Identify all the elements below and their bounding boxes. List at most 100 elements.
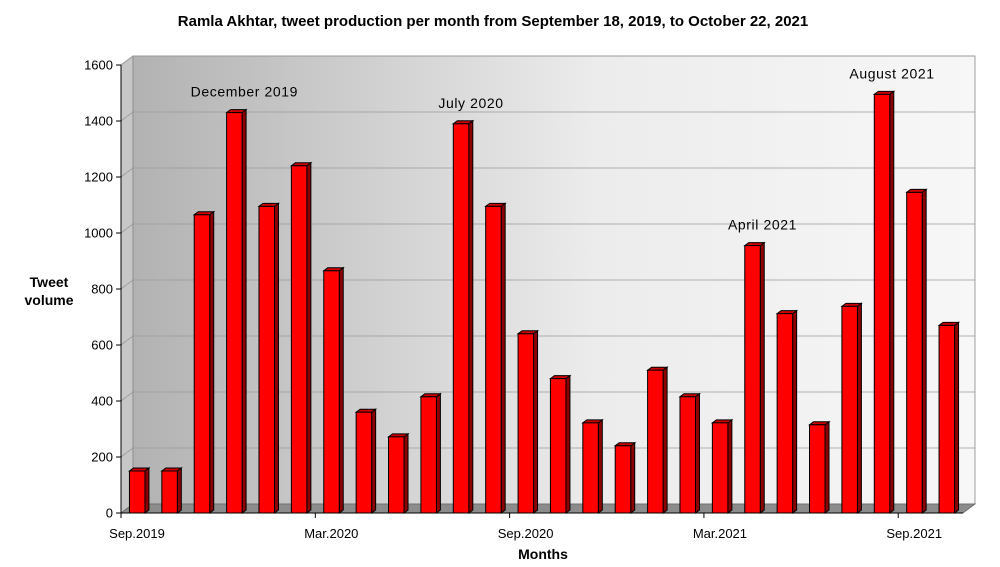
y-tick-label: 600 — [91, 338, 113, 353]
axes: 0 200 400 600 800 1000 1200 1400 1600 Sep.2019 Mar… — [84, 58, 963, 541]
bar-side — [435, 392, 441, 514]
bar-side — [792, 309, 798, 514]
bar-side — [176, 467, 182, 514]
x-tick-label: Sep.2021 — [886, 526, 942, 541]
bar — [322, 266, 345, 514]
bar — [225, 108, 248, 514]
x-tick-label: Sep.2019 — [109, 526, 165, 541]
bar-side — [144, 467, 150, 514]
bar-front — [161, 470, 178, 514]
gridline-side — [120, 279, 134, 290]
gridline-side — [120, 335, 134, 346]
bar — [840, 302, 863, 514]
bar-front — [226, 112, 243, 514]
bar-front — [485, 205, 502, 514]
bar — [678, 392, 701, 514]
bar-side — [759, 241, 765, 514]
bar-side — [889, 90, 895, 514]
bar — [354, 408, 378, 514]
bar-side — [403, 432, 409, 514]
gridline-side — [120, 55, 134, 66]
y-tick-label: 400 — [91, 394, 113, 409]
bar-front — [193, 214, 211, 514]
bar-front — [388, 436, 405, 514]
bar-front — [452, 123, 470, 514]
bar-front — [614, 445, 632, 514]
bar-side — [565, 374, 571, 514]
bar — [484, 202, 507, 514]
y-tick-label: 1400 — [84, 114, 113, 129]
bar — [808, 420, 831, 514]
bar-side — [630, 441, 636, 514]
bar — [548, 374, 572, 514]
bar-front — [355, 411, 373, 514]
bar — [646, 366, 669, 514]
bar-front — [938, 324, 956, 514]
bar-side — [533, 329, 539, 514]
y-tick-label: 0 — [106, 506, 113, 521]
bar-front — [647, 369, 664, 514]
bar-side — [468, 119, 474, 514]
bar-front — [744, 245, 761, 514]
bar — [581, 418, 604, 514]
bar-front — [873, 93, 891, 514]
bar-side — [597, 418, 603, 514]
bar-side — [273, 202, 279, 514]
bar-side — [500, 202, 506, 514]
bar — [710, 418, 734, 514]
annotations: December 2019 July 2020 April 2021 August 2… — [191, 65, 934, 233]
gridline-side — [120, 167, 134, 178]
bar — [387, 432, 410, 514]
bar-front — [290, 165, 308, 514]
x-tick-label: Sep.2020 — [498, 526, 554, 541]
bar-side — [921, 188, 927, 514]
bar — [289, 161, 313, 514]
bar-side — [954, 321, 960, 514]
x-tick-label: Mar.2021 — [693, 526, 747, 541]
bar-front — [776, 313, 794, 514]
bar-front — [582, 422, 599, 514]
x-axis-label: Months — [518, 546, 568, 562]
bar-front — [711, 422, 729, 514]
bar — [419, 392, 442, 514]
gridline-side — [120, 223, 134, 234]
bar — [613, 441, 637, 514]
bar — [775, 309, 799, 514]
bar — [192, 210, 216, 514]
bar — [451, 119, 475, 514]
bar — [257, 202, 280, 514]
bar-side — [338, 266, 344, 514]
bar-front — [258, 205, 275, 514]
annotation-label: July 2020 — [438, 95, 503, 111]
bar — [872, 90, 896, 514]
bar — [127, 467, 151, 514]
gridline-side — [120, 391, 134, 402]
bar-side — [371, 408, 377, 514]
bar — [743, 241, 766, 514]
gridline-side — [120, 111, 134, 122]
bar — [516, 329, 540, 514]
bar-front — [323, 270, 340, 514]
bar-side — [856, 302, 862, 514]
y-axis-label-line-1: Tweet — [30, 274, 69, 290]
bar-side — [306, 161, 312, 514]
y-axis-label-line-2: volume — [24, 292, 73, 308]
bar-side — [727, 418, 733, 514]
annotation-label: August 2021 — [849, 65, 934, 81]
bar-front — [549, 378, 567, 514]
y-tick-label: 1600 — [84, 58, 113, 73]
y-tick-label: 800 — [91, 282, 113, 297]
y-tick-label: 1000 — [84, 226, 113, 241]
bars — [127, 90, 961, 514]
bar-front — [679, 396, 696, 514]
bar — [937, 321, 961, 514]
bar-side — [209, 210, 215, 514]
bar-front — [128, 470, 146, 514]
bar-side — [662, 366, 668, 514]
annotation-label: April 2021 — [728, 217, 797, 233]
bar-front — [809, 424, 826, 514]
bar — [905, 188, 928, 514]
y-tick-label: 1200 — [84, 170, 113, 185]
y-tick-label: 200 — [91, 450, 113, 465]
